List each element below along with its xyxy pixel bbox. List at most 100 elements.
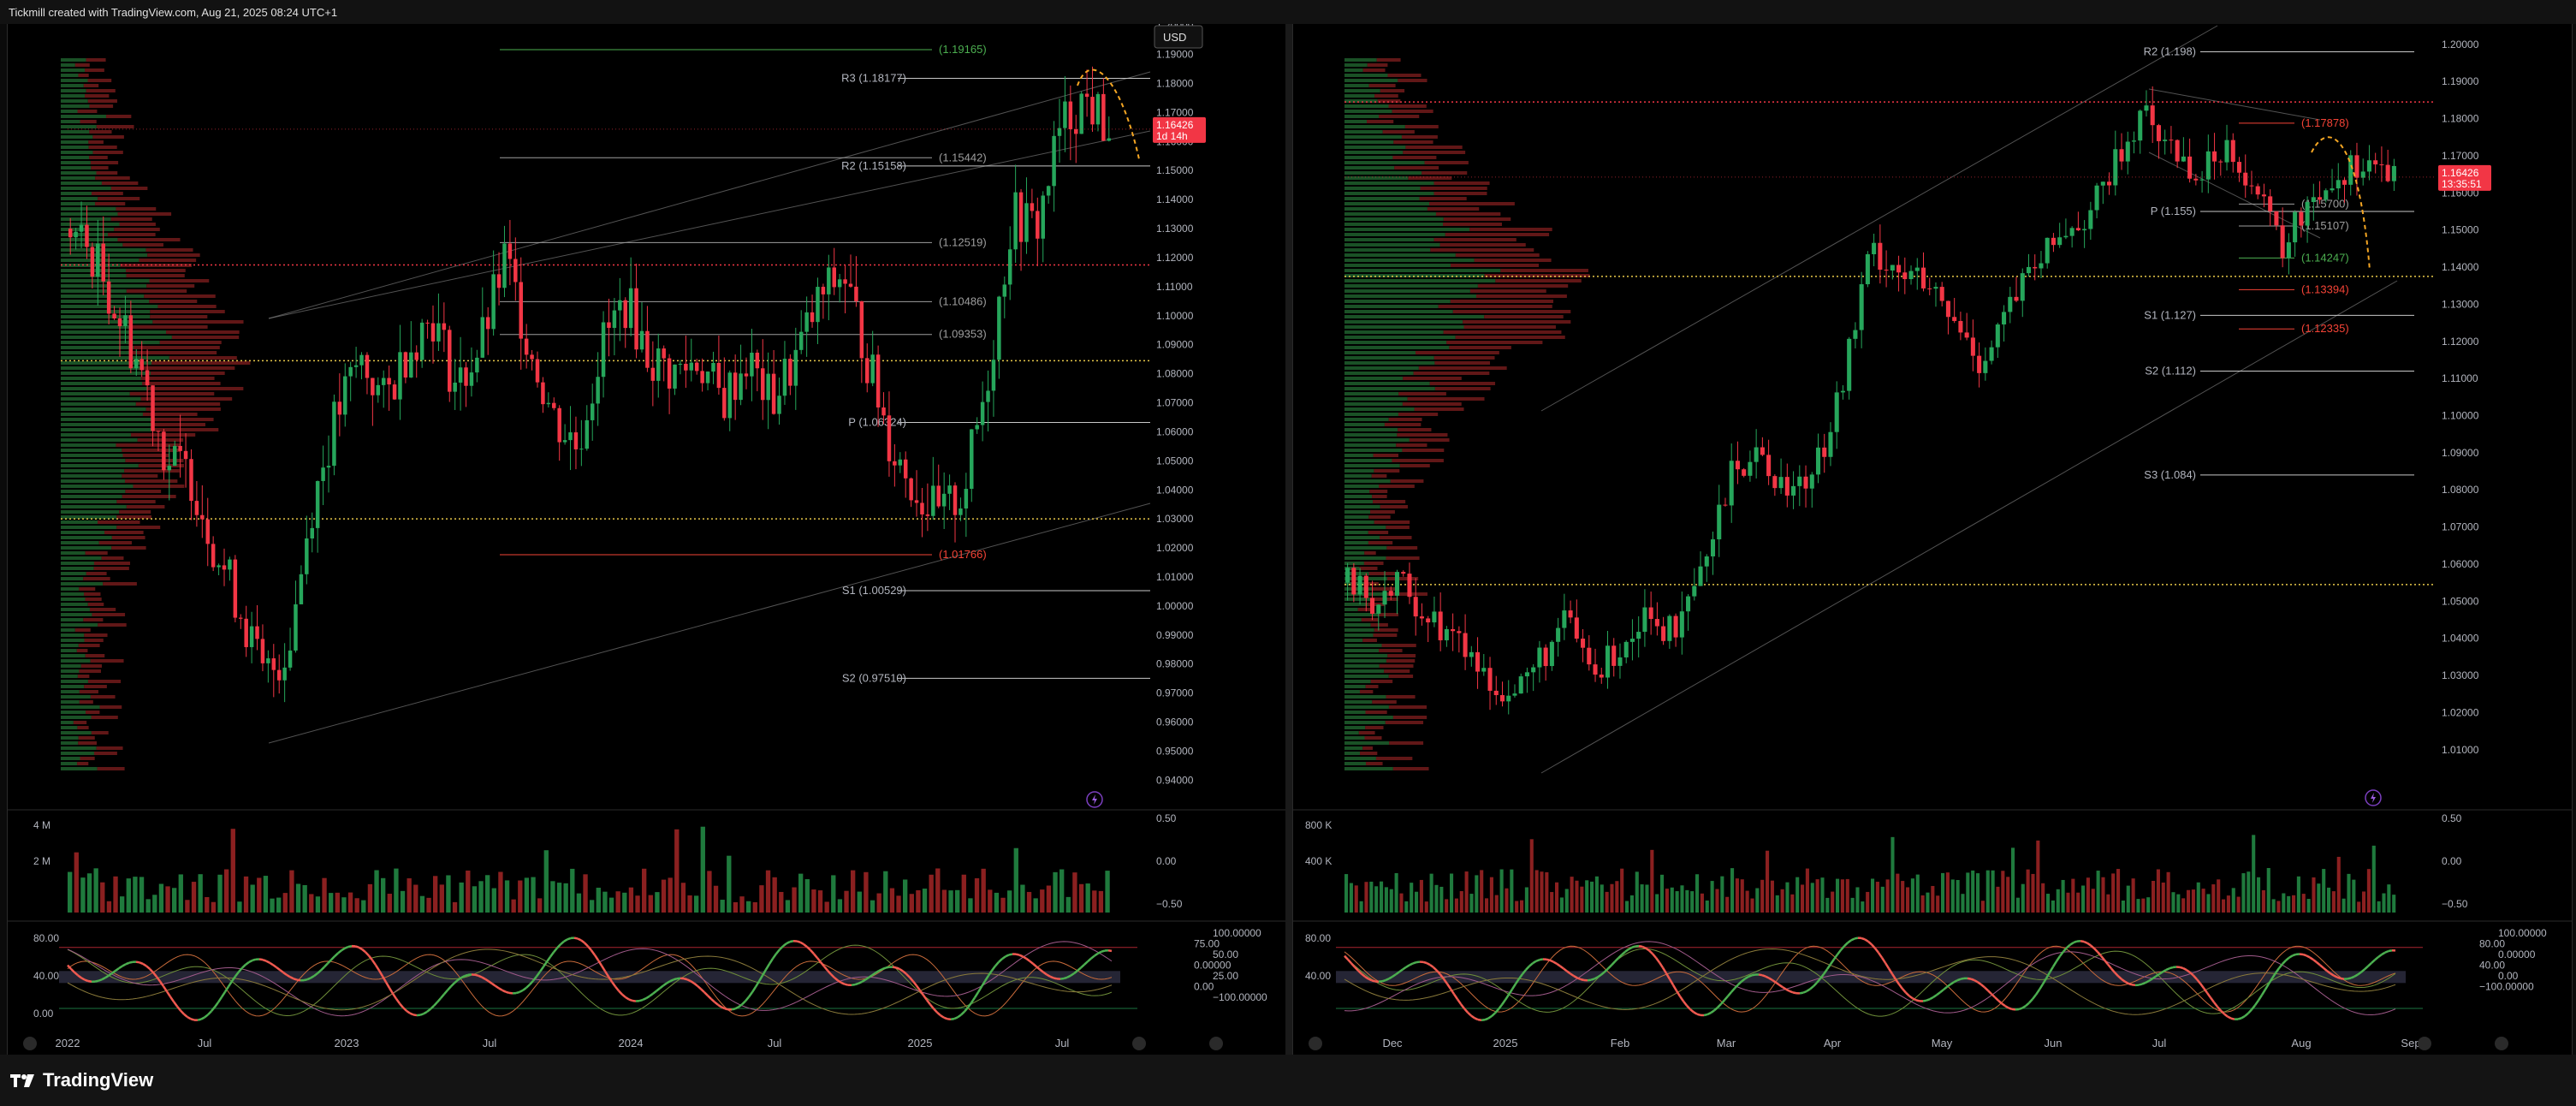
chart-panel-right[interactable]: 1.20000 1.19000 1.18000 1.17000 1.16000 1.150…	[1292, 24, 2573, 1055]
candle-body[interactable]	[469, 372, 474, 386]
candle-body[interactable]	[914, 500, 919, 503]
candle-body[interactable]	[2360, 171, 2365, 178]
candle-body[interactable]	[282, 667, 287, 681]
trend-channel-line[interactable]	[1540, 280, 2398, 774]
candle-body[interactable]	[1107, 138, 1112, 141]
candle-body[interactable]	[1890, 265, 1895, 271]
candle-body[interactable]	[1958, 320, 1963, 333]
candle-body[interactable]	[980, 401, 985, 425]
candle-body[interactable]	[1432, 611, 1437, 623]
candle-body[interactable]	[1599, 675, 1604, 678]
candle-body[interactable]	[260, 639, 265, 663]
candle-body[interactable]	[1543, 647, 1548, 667]
candle-body[interactable]	[1735, 461, 1740, 470]
candle-body[interactable]	[689, 362, 694, 371]
candle-body[interactable]	[903, 459, 908, 479]
candle-body[interactable]	[371, 378, 375, 395]
candle-body[interactable]	[2014, 296, 2019, 301]
candle-body[interactable]	[1729, 461, 1734, 506]
candle-body[interactable]	[827, 267, 831, 294]
candle-body[interactable]	[2330, 188, 2335, 191]
candle-body[interactable]	[1920, 267, 1926, 288]
candle-body[interactable]	[832, 267, 836, 288]
candle-body[interactable]	[2311, 197, 2316, 202]
candle-body[interactable]	[68, 229, 73, 238]
candle-body[interactable]	[436, 323, 441, 342]
trend-channel-line[interactable]	[2148, 88, 2321, 121]
candle-body[interactable]	[1704, 556, 1709, 567]
candle-body[interactable]	[1605, 645, 1611, 678]
candle-body[interactable]	[128, 315, 134, 369]
candle-body[interactable]	[453, 382, 457, 392]
candle-body[interactable]	[255, 626, 259, 639]
candle-body[interactable]	[1376, 604, 1381, 614]
candle-body[interactable]	[2075, 228, 2080, 231]
candle-body[interactable]	[496, 274, 502, 288]
candle-body[interactable]	[249, 626, 254, 647]
candle-body[interactable]	[310, 527, 314, 539]
candle-body[interactable]	[816, 287, 820, 323]
candle-body[interactable]	[705, 372, 710, 384]
candle-body[interactable]	[650, 367, 656, 381]
candle-body[interactable]	[2305, 201, 2310, 226]
candle-body[interactable]	[1413, 597, 1418, 617]
candle-body[interactable]	[2293, 211, 2298, 243]
candle-body[interactable]	[2230, 140, 2235, 163]
candle-body[interactable]	[1760, 447, 1765, 455]
candle-body[interactable]	[1382, 591, 1387, 605]
candle-body[interactable]	[596, 377, 600, 404]
candle-body[interactable]	[590, 403, 595, 420]
candle-body[interactable]	[898, 459, 903, 466]
candle-body[interactable]	[1018, 192, 1024, 242]
candle-body[interactable]	[2020, 273, 2025, 301]
candle-body[interactable]	[1506, 695, 1511, 702]
candle-body[interactable]	[909, 478, 913, 501]
candle-body[interactable]	[1419, 616, 1424, 619]
candle-body[interactable]	[1095, 93, 1101, 125]
candle-body[interactable]	[1840, 390, 1845, 393]
candle-body[interactable]	[656, 348, 661, 381]
candle-body[interactable]	[1908, 271, 1914, 280]
candle-body[interactable]	[106, 281, 111, 314]
candle-body[interactable]	[1914, 267, 1920, 271]
candle-body[interactable]	[1629, 639, 1635, 642]
candle-body[interactable]	[205, 519, 210, 544]
scroll-left-button[interactable]	[23, 1037, 37, 1050]
candle-body[interactable]	[552, 402, 556, 408]
candle-body[interactable]	[524, 338, 529, 355]
candle-body[interactable]	[448, 330, 452, 392]
candle-body[interactable]	[2366, 160, 2371, 172]
candle-body[interactable]	[2113, 149, 2118, 186]
candle-body[interactable]	[1002, 284, 1007, 297]
candle-body[interactable]	[1475, 651, 1481, 672]
candle-body[interactable]	[2094, 185, 2099, 211]
candle-body[interactable]	[145, 370, 150, 386]
candle-body[interactable]	[2131, 140, 2137, 142]
candle-body[interactable]	[244, 618, 248, 647]
candle-body[interactable]	[2205, 151, 2211, 180]
candle-body[interactable]	[1977, 355, 1982, 373]
candle-body[interactable]	[2082, 229, 2087, 231]
candle-body[interactable]	[2373, 160, 2378, 165]
candle-body[interactable]	[430, 323, 436, 342]
candle-body[interactable]	[2163, 140, 2168, 141]
candle-body[interactable]	[458, 367, 463, 383]
candle-body[interactable]	[1052, 135, 1056, 187]
candle-body[interactable]	[1499, 695, 1505, 702]
candle-body[interactable]	[557, 407, 561, 443]
candle-body[interactable]	[607, 322, 611, 329]
settings-button[interactable]	[1209, 1037, 1223, 1050]
candle-body[interactable]	[332, 401, 336, 467]
candle-body[interactable]	[2324, 190, 2329, 200]
candle-body[interactable]	[1778, 477, 1784, 489]
candle-body[interactable]	[123, 315, 128, 327]
candle-body[interactable]	[870, 354, 875, 384]
candle-body[interactable]	[266, 658, 270, 663]
trend-channel-line[interactable]	[268, 130, 1151, 319]
candle-body[interactable]	[2181, 156, 2186, 162]
candle-body[interactable]	[953, 485, 958, 515]
candle-body[interactable]	[541, 382, 545, 405]
candle-body[interactable]	[2088, 210, 2093, 229]
candle-body[interactable]	[1036, 211, 1040, 239]
candle-body[interactable]	[1370, 598, 1375, 614]
